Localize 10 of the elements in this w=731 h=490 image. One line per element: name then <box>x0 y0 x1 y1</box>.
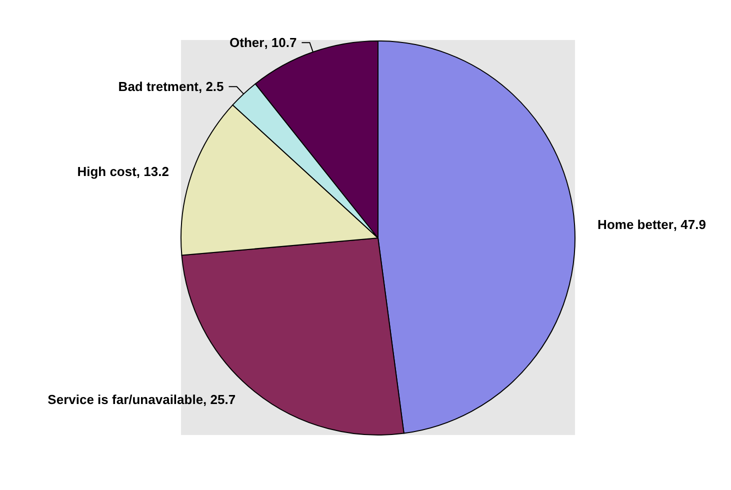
slice-label: Service is far/unavailable <box>48 392 204 408</box>
slice-label: Other <box>230 35 264 50</box>
data-label: , 2.5 <box>198 79 224 94</box>
data-label: , 13.2 <box>136 164 169 180</box>
data-label: , 47.9 <box>673 216 706 232</box>
data-label: , 25.7 <box>203 392 236 408</box>
slice-label: Bad tretment <box>118 79 200 94</box>
data-label: , 10.7 <box>264 35 297 50</box>
slice-label: Home better <box>598 216 674 232</box>
slice-label: High cost <box>77 164 138 180</box>
